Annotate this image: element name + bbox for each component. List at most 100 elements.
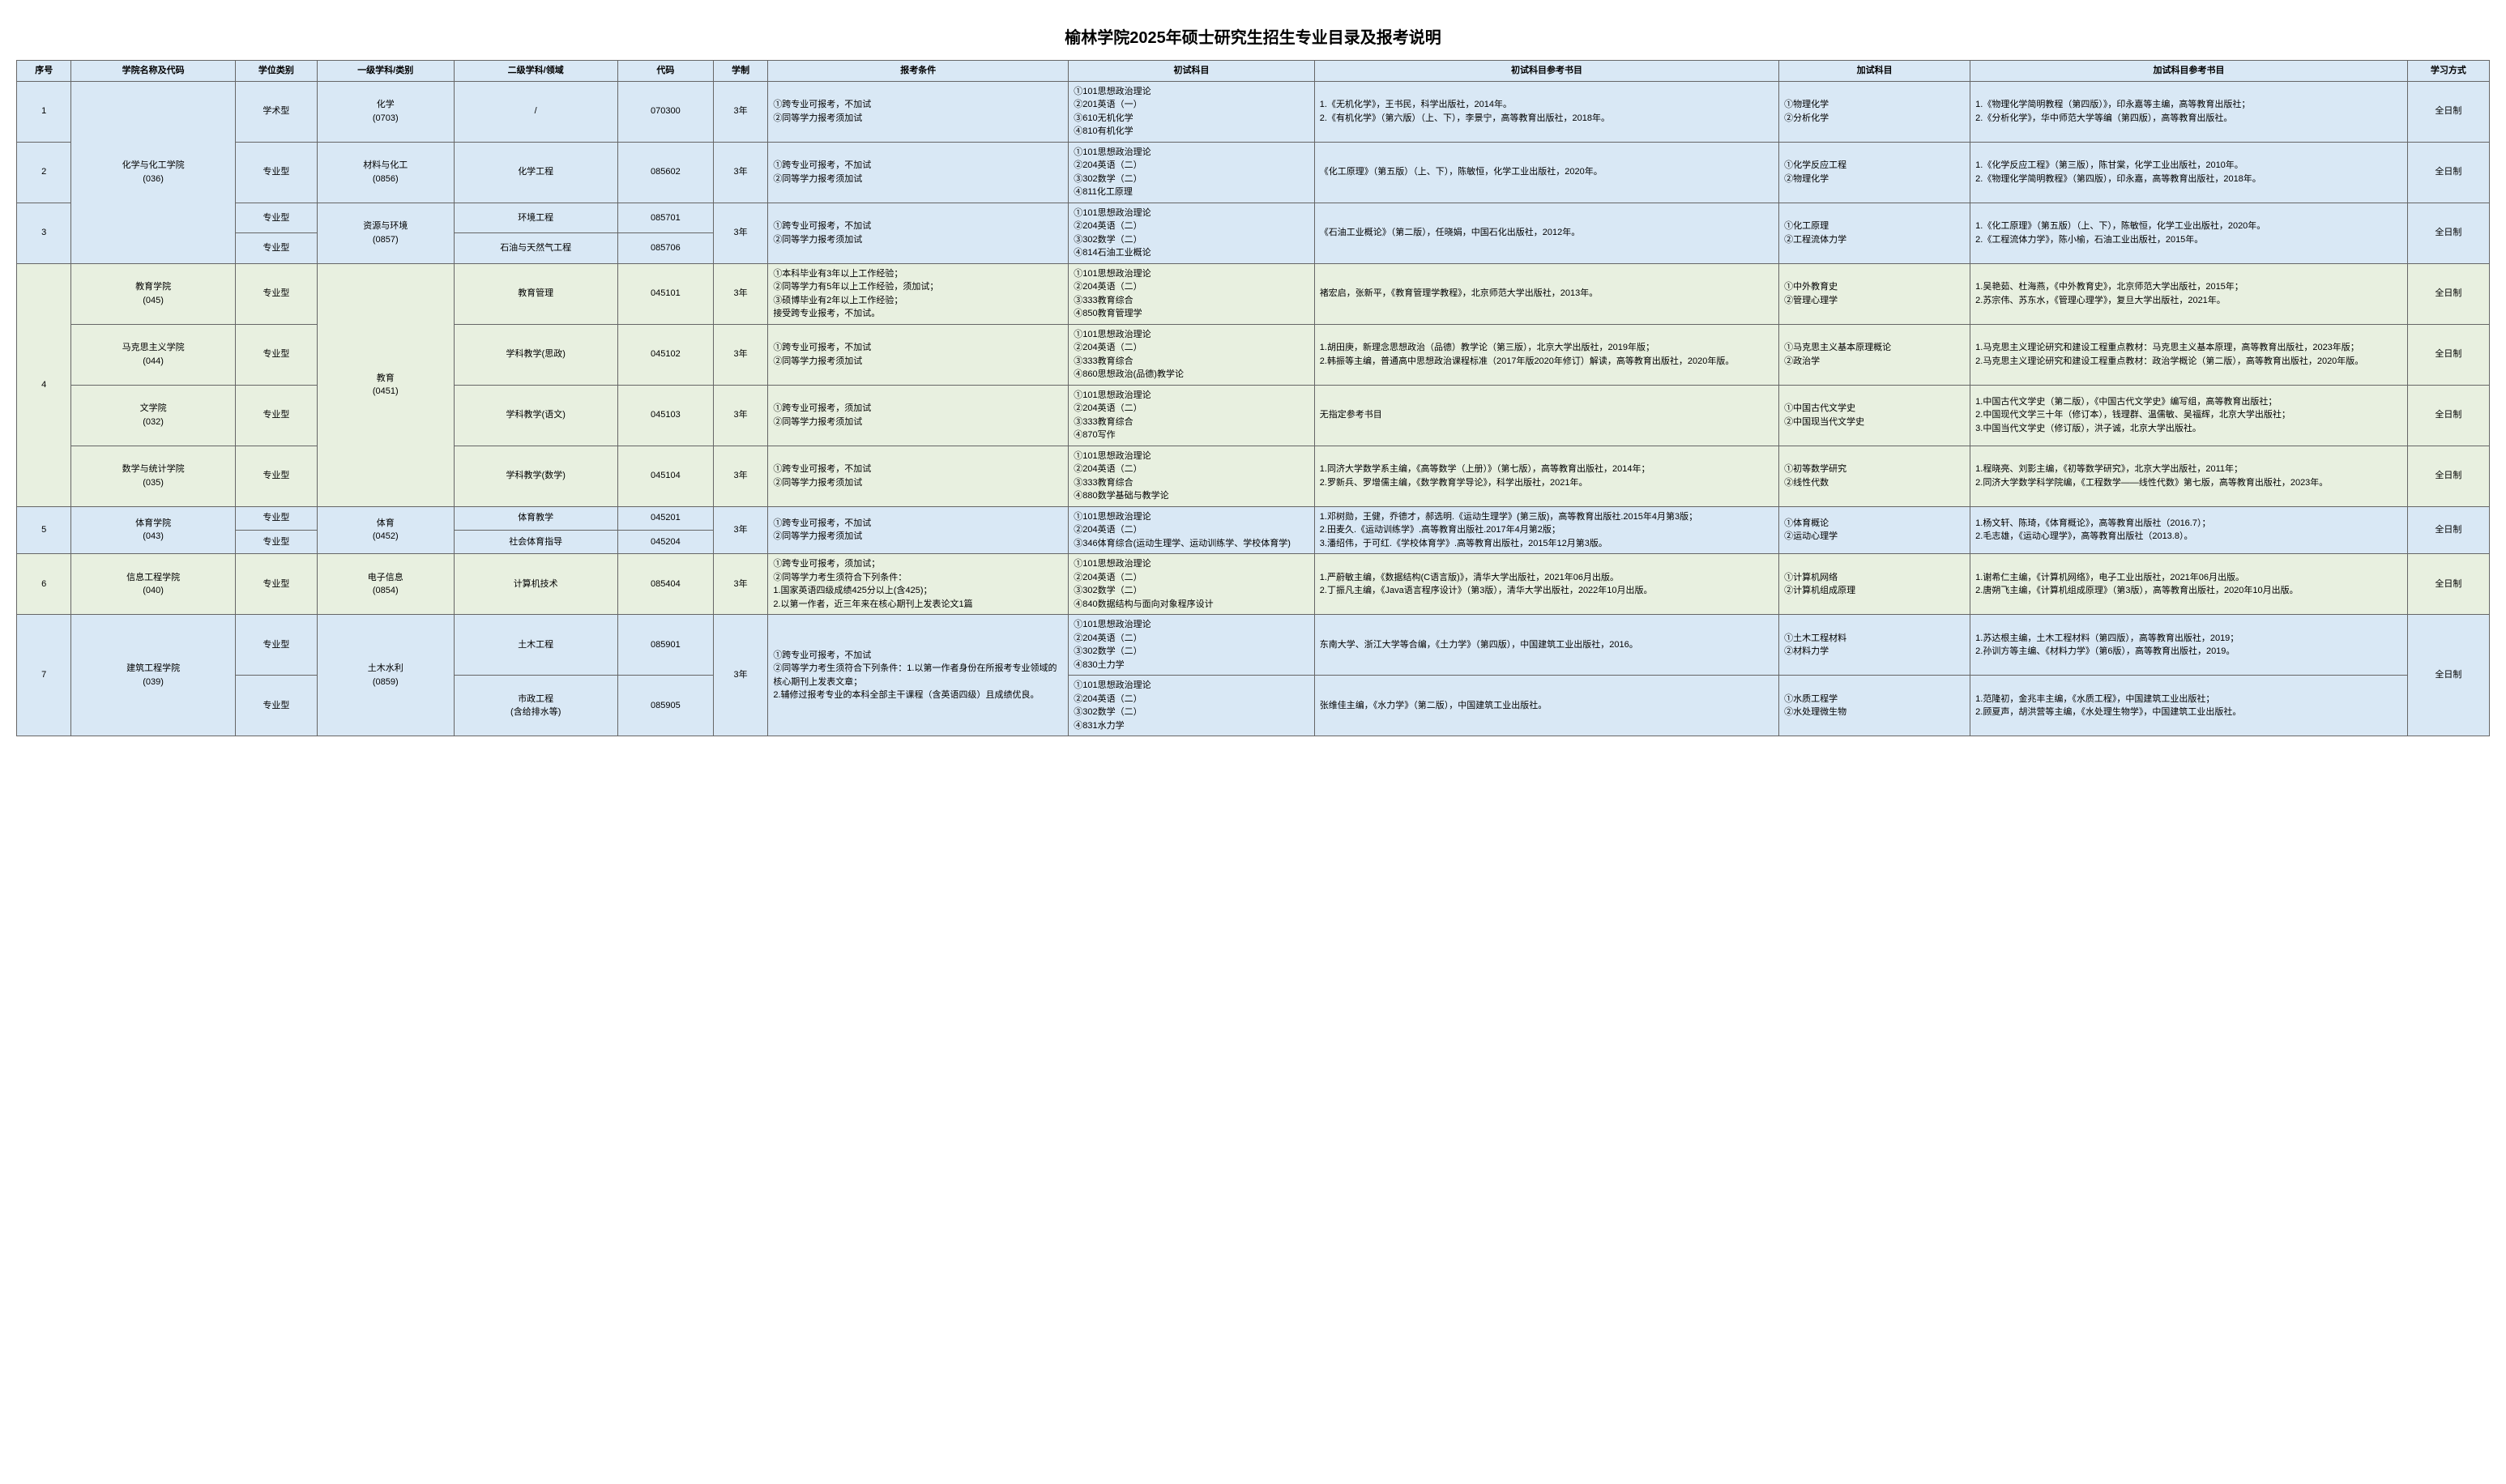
cell-add: ①化学反应工程②物理化学	[1779, 142, 1970, 203]
cell-mode: 全日制	[2407, 554, 2489, 615]
cell-initref: 张维佳主编，《水力学》（第二版），中国建筑工业出版社。	[1314, 676, 1778, 736]
cell-years: 3年	[713, 506, 767, 554]
cell-years: 3年	[713, 324, 767, 385]
col-header-2: 学位类别	[235, 61, 317, 82]
table-row: 1化学与化工学院(036)学术型化学(0703)/0703003年①跨专业可报考…	[17, 81, 2490, 142]
cell-disc2: 化学工程	[454, 142, 617, 203]
col-header-12: 学习方式	[2407, 61, 2489, 82]
cell-mode: 全日制	[2407, 506, 2489, 554]
cell-college: 马克思主义学院(044)	[71, 324, 235, 385]
table-row: 6信息工程学院(040)专业型电子信息(0854)计算机技术0854043年①跨…	[17, 554, 2490, 615]
cell-degree: 专业型	[235, 615, 317, 676]
cell-disc1: 体育(0452)	[317, 506, 454, 554]
catalog-table: 序号学院名称及代码学位类别一级学科/类别二级学科/领域代码学制报考条件初试科目初…	[16, 60, 2490, 736]
cell-req: ①跨专业可报考，不加试②同等学力报考须加试	[768, 203, 1069, 263]
cell-degree: 专业型	[235, 233, 317, 264]
cell-disc2: 环境工程	[454, 203, 617, 233]
col-header-4: 二级学科/领域	[454, 61, 617, 82]
col-header-8: 初试科目	[1069, 61, 1315, 82]
cell-req: ①本科毕业有3年以上工作经验；②同等学力有5年以上工作经验，须加试；③硕博毕业有…	[768, 263, 1069, 324]
table-row: 2专业型材料与化工(0856)化学工程0856023年①跨专业可报考，不加试②同…	[17, 142, 2490, 203]
col-header-9: 初试科目参考书目	[1314, 61, 1778, 82]
cell-seq: 4	[17, 263, 71, 506]
cell-req: ①跨专业可报考，不加试②同等学力考生须符合下列条件：1.以第一作者身份在所报考专…	[768, 615, 1069, 736]
cell-code: 085701	[617, 203, 713, 233]
table-body: 1化学与化工学院(036)学术型化学(0703)/0703003年①跨专业可报考…	[17, 81, 2490, 736]
cell-disc2: 石油与天然气工程	[454, 233, 617, 264]
cell-init: ①101思想政治理论②204英语（二）③333教育综合④860思想政治(品德)教…	[1069, 324, 1315, 385]
cell-years: 3年	[713, 446, 767, 506]
cell-seq: 1	[17, 81, 71, 142]
cell-code: 085706	[617, 233, 713, 264]
cell-req: ①跨专业可报考，须加试；②同等学力考生须符合下列条件：1.国家英语四级成绩425…	[768, 554, 1069, 615]
cell-add: ①水质工程学②水处理微生物	[1779, 676, 1970, 736]
cell-degree: 学术型	[235, 81, 317, 142]
col-header-1: 学院名称及代码	[71, 61, 235, 82]
cell-degree: 专业型	[235, 203, 317, 233]
cell-init: ①101思想政治理论②204英语（二）③302数学（二）④831水力学	[1069, 676, 1315, 736]
cell-initref: 褚宏启，张新平，《教育管理学教程》，北京师范大学出版社，2013年。	[1314, 263, 1778, 324]
cell-degree: 专业型	[235, 446, 317, 506]
cell-code: 045204	[617, 530, 713, 553]
cell-addref: 1.吴艳茹、杜海燕，《中外教育史》，北京师范大学出版社，2015年；2.苏宗伟、…	[1970, 263, 2408, 324]
cell-init: ①101思想政治理论②204英语（二）③333教育综合④850教育管理学	[1069, 263, 1315, 324]
col-header-7: 报考条件	[768, 61, 1069, 82]
cell-degree: 专业型	[235, 676, 317, 736]
cell-disc2: 学科教学(语文)	[454, 385, 617, 446]
cell-mode: 全日制	[2407, 142, 2489, 203]
cell-disc2: /	[454, 81, 617, 142]
cell-mode: 全日制	[2407, 324, 2489, 385]
cell-seq: 6	[17, 554, 71, 615]
cell-initref: 1.严蔚敏主编，《数据结构(C语言版)》，清华大学出版社，2021年06月出版。…	[1314, 554, 1778, 615]
cell-add: ①体育概论②运动心理学	[1779, 506, 1970, 554]
cell-add: ①物理化学②分析化学	[1779, 81, 1970, 142]
cell-initref: 《化工原理》（第五版）（上、下），陈敏恒，化学工业出版社，2020年。	[1314, 142, 1778, 203]
cell-add: ①化工原理②工程流体力学	[1779, 203, 1970, 263]
col-header-5: 代码	[617, 61, 713, 82]
cell-code: 070300	[617, 81, 713, 142]
cell-code: 045102	[617, 324, 713, 385]
cell-years: 3年	[713, 385, 767, 446]
cell-add: ①中国古代文学史②中国现当代文学史	[1779, 385, 1970, 446]
cell-disc1: 材料与化工(0856)	[317, 142, 454, 203]
cell-init: ①101思想政治理论②201英语（一）③610无机化学④810有机化学	[1069, 81, 1315, 142]
cell-disc2: 市政工程(含给排水等)	[454, 676, 617, 736]
cell-college: 数学与统计学院(035)	[71, 446, 235, 506]
table-row: 3专业型资源与环境(0857)环境工程0857013年①跨专业可报考，不加试②同…	[17, 203, 2490, 233]
cell-req: ①跨专业可报考，不加试②同等学力报考须加试	[768, 446, 1069, 506]
cell-disc1: 资源与环境(0857)	[317, 203, 454, 263]
cell-seq: 5	[17, 506, 71, 554]
col-header-0: 序号	[17, 61, 71, 82]
cell-init: ①101思想政治理论②204英语（二）③302数学（二）④830土力学	[1069, 615, 1315, 676]
cell-disc2: 计算机技术	[454, 554, 617, 615]
cell-init: ①101思想政治理论②204英语（二）③302数学（二）④814石油工业概论	[1069, 203, 1315, 263]
cell-code: 045103	[617, 385, 713, 446]
cell-initref: 1.《无机化学》，王书民，科学出版社，2014年。2.《有机化学》（第六版）（上…	[1314, 81, 1778, 142]
cell-add: ①土木工程材料②材料力学	[1779, 615, 1970, 676]
cell-disc2: 社会体育指导	[454, 530, 617, 553]
cell-disc2: 学科教学(思政)	[454, 324, 617, 385]
cell-mode: 全日制	[2407, 263, 2489, 324]
cell-addref: 1.《化学反应工程》（第三版），陈甘棠，化学工业出版社，2010年。2.《物理化…	[1970, 142, 2408, 203]
cell-addref: 1.苏达根主编，土木工程材料（第四版），高等教育出版社，2019；2.孙训方等主…	[1970, 615, 2408, 676]
cell-seq: 2	[17, 142, 71, 203]
cell-college: 化学与化工学院(036)	[71, 81, 235, 263]
cell-addref: 1.《物理化学简明教程（第四版）》，印永嘉等主编，高等教育出版社；2.《分析化学…	[1970, 81, 2408, 142]
cell-addref: 1.谢希仁主编，《计算机网络》，电子工业出版社，2021年06月出版。2.唐朔飞…	[1970, 554, 2408, 615]
cell-add: ①初等数学研究②线性代数	[1779, 446, 1970, 506]
cell-years: 3年	[713, 142, 767, 203]
cell-addref: 1.范隆初，金兆丰主编，《水质工程》，中国建筑工业出版社；2.顾夏声，胡洪营等主…	[1970, 676, 2408, 736]
cell-addref: 1.程晓亮、刘影主编，《初等数学研究》，北京大学出版社，2011年；2.同济大学…	[1970, 446, 2408, 506]
cell-disc1: 化学(0703)	[317, 81, 454, 142]
cell-initref: 1.邓树勋，王健，乔德才，郝选明.《运动生理学》(第三版)，高等教育出版社.20…	[1314, 506, 1778, 554]
cell-initref: 1.同济大学数学系主编，《高等数学（上册）》（第七版），高等教育出版社，2014…	[1314, 446, 1778, 506]
cell-code: 085901	[617, 615, 713, 676]
cell-years: 3年	[713, 81, 767, 142]
cell-initref: 东南大学、浙江大学等合编，《土力学》（第四版），中国建筑工业出版社，2016。	[1314, 615, 1778, 676]
table-row: 7建筑工程学院(039)专业型土木水利(0859)土木工程0859013年①跨专…	[17, 615, 2490, 676]
cell-degree: 专业型	[235, 530, 317, 553]
cell-req: ①跨专业可报考，不加试②同等学力报考须加试	[768, 142, 1069, 203]
cell-degree: 专业型	[235, 324, 317, 385]
col-header-6: 学制	[713, 61, 767, 82]
cell-init: ①101思想政治理论②204英语（二）③302数学（二）④840数据结构与面向对…	[1069, 554, 1315, 615]
